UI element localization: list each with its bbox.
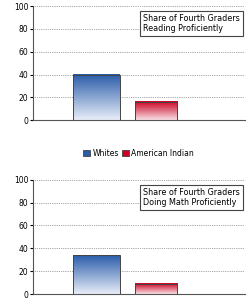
Legend: Whites, American Indian: Whites, American Indian <box>84 148 194 158</box>
Bar <box>135 102 177 120</box>
Bar <box>73 255 120 294</box>
Text: Share of Fourth Graders
Doing Math Proficiently: Share of Fourth Graders Doing Math Profi… <box>143 188 240 207</box>
Bar <box>135 284 177 294</box>
Text: Share of Fourth Graders
Reading Proficiently: Share of Fourth Graders Reading Proficie… <box>143 14 240 33</box>
Bar <box>73 75 120 120</box>
